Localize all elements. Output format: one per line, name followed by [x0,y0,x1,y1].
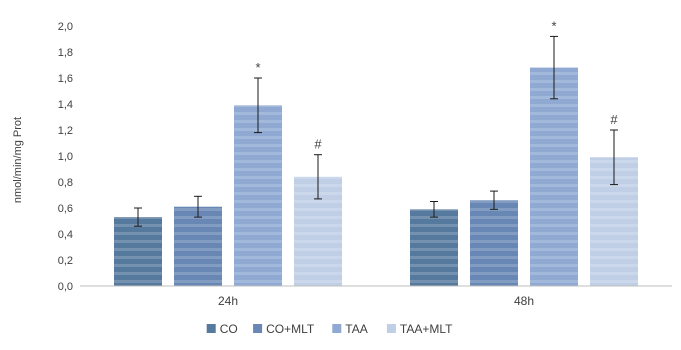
y-axis-ticks: 0,0 0,2 0,4 0,6 0,8 1,0 1,2 1,4 1,6 1,8 2,0 [58,21,73,293]
y-tick-label: 0,8 [58,177,73,189]
significance-marker: * [255,60,260,75]
y-axis-title: nmol/min/mg Prot [12,117,24,203]
y-tick-label: 1,2 [58,125,73,137]
legend-label: TAA+MLT [400,322,453,336]
bar-co-mlt-24h [174,206,222,286]
legend-label: CO [220,322,238,336]
legend-swatch [332,324,342,333]
legend-swatch [206,324,216,333]
x-tick-label: 24h [218,294,238,308]
legend-label: TAA [345,322,367,336]
legend-swatch [253,324,263,333]
significance-marker: # [314,137,322,152]
bar-co-24h [114,217,162,286]
significance-marker: * [551,18,556,33]
y-tick-label: 1,6 [58,73,73,85]
legend: CO CO+MLT TAA TAA+MLT [206,322,453,336]
legend-item: TAA+MLT [386,322,453,336]
y-tick-label: 1,8 [58,47,73,59]
y-tick-label: 0,6 [58,203,73,215]
y-tick-label: 2,0 [58,21,73,33]
significance-marker: # [610,112,618,127]
x-tick-label: 48h [514,294,534,308]
error-bars [134,35,618,227]
bar-co-mlt-48h [470,200,518,286]
legend-label: CO+MLT [266,322,315,336]
legend-swatch [386,324,396,333]
y-tick-label: 0,4 [58,229,73,241]
bar-series [114,67,638,286]
legend-item: TAA [332,322,368,336]
x-axis-category-labels: 24h 48h [218,294,534,308]
y-tick-label: 0,0 [58,281,73,293]
significance-markers: * # * # [255,18,618,151]
legend-item: CO [206,322,238,336]
bar-co-48h [410,209,458,286]
y-tick-label: 1,0 [58,151,73,163]
bar-taa-24h [234,105,282,286]
y-tick-label: 0,2 [58,255,73,267]
bar-taa-48h [530,67,578,286]
y-axis-title-group: nmol/min/mg Prot [12,117,24,203]
legend-item: CO+MLT [253,322,315,336]
y-tick-label: 1,4 [58,99,73,111]
